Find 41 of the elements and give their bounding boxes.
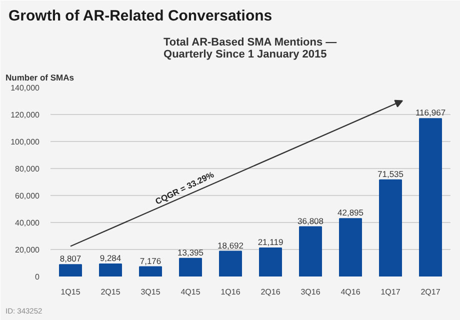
data-label: 13,395 <box>178 247 204 258</box>
x-tick-label: 1Q17 <box>380 288 401 296</box>
data-label: 116,967 <box>415 108 446 118</box>
x-tick-label: 4Q16 <box>340 288 361 296</box>
bar <box>259 247 282 276</box>
bar <box>59 264 82 276</box>
x-tick-label: 1Q15 <box>60 288 81 296</box>
data-label: 7,176 <box>140 256 162 266</box>
data-label: 9,284 <box>100 252 122 263</box>
data-label: 18,692 <box>218 240 244 250</box>
x-tick-label: 2Q16 <box>260 288 281 296</box>
y-axis-title: Number of SMAs <box>6 72 74 82</box>
bar <box>219 250 242 276</box>
y-tick-label: 0 <box>35 272 40 282</box>
y-tick-label: 40,000 <box>15 218 40 228</box>
bar <box>379 179 402 276</box>
bar <box>419 118 442 276</box>
chart-title: Growth of AR-Related Conversations <box>8 8 272 24</box>
x-tick-label: 3Q15 <box>140 288 161 296</box>
y-tick-label: 140,000 <box>10 84 40 92</box>
x-tick-label: 2Q15 <box>100 288 121 296</box>
x-tick-label: 2Q17 <box>420 288 441 296</box>
data-label: 42,895 <box>338 208 364 218</box>
data-label: 71,535 <box>378 168 404 179</box>
bar <box>99 263 122 276</box>
y-tick-label: 120,000 <box>10 110 40 120</box>
y-tick-label: 100,000 <box>10 138 40 146</box>
x-tick-label: 1Q16 <box>220 288 241 296</box>
bar <box>179 258 202 276</box>
bar <box>299 226 322 276</box>
data-label: 8,807 <box>60 254 82 264</box>
bar <box>139 266 162 276</box>
chart-subtitle: Total AR-Based SMA Mentions — Quarterly Since 1 January 2015 <box>164 36 337 60</box>
x-tick-label: 4Q15 <box>180 288 201 296</box>
y-tick-label: 80,000 <box>15 164 40 174</box>
y-tick-label: 60,000 <box>15 192 40 200</box>
data-label: 21,119 <box>258 236 284 247</box>
y-tick-label: 20,000 <box>15 246 40 254</box>
x-tick-label: 3Q16 <box>300 288 321 296</box>
data-label: 36,808 <box>298 216 324 226</box>
bar <box>339 218 362 276</box>
